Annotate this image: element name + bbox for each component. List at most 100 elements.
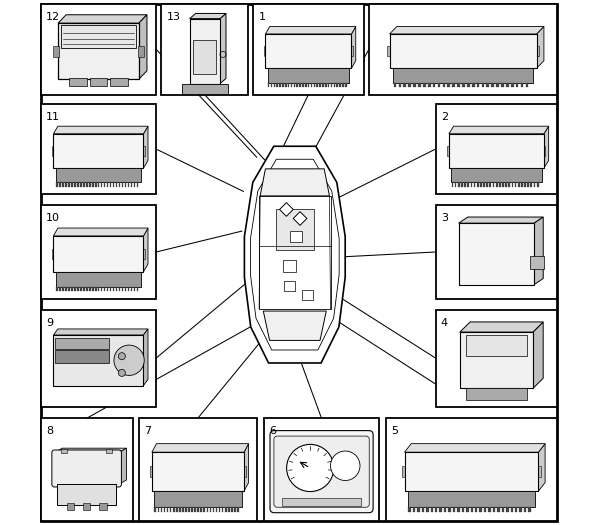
Text: 11: 11: [46, 112, 60, 122]
Circle shape: [118, 353, 126, 360]
Bar: [200, 508, 202, 512]
Bar: [322, 83, 324, 87]
Bar: [472, 83, 475, 87]
Bar: [399, 83, 401, 87]
Bar: [95, 287, 96, 291]
Bar: [138, 46, 144, 57]
Bar: [524, 508, 526, 512]
Bar: [119, 183, 120, 187]
Bar: [387, 46, 395, 56]
Bar: [119, 287, 120, 291]
Bar: [499, 183, 501, 187]
Polygon shape: [244, 444, 249, 491]
Bar: [77, 183, 78, 187]
Bar: [61, 25, 136, 48]
Bar: [417, 508, 420, 512]
Bar: [113, 287, 114, 291]
Polygon shape: [536, 26, 544, 68]
Bar: [161, 4, 248, 94]
Circle shape: [331, 451, 360, 480]
Circle shape: [118, 370, 126, 376]
Bar: [225, 508, 227, 512]
Bar: [86, 287, 87, 291]
Bar: [325, 83, 327, 87]
Bar: [52, 248, 57, 259]
Polygon shape: [53, 329, 148, 335]
Bar: [404, 452, 538, 491]
Bar: [334, 83, 335, 87]
Bar: [56, 287, 57, 291]
Bar: [83, 287, 84, 291]
Bar: [533, 466, 541, 478]
Bar: [185, 508, 187, 512]
Polygon shape: [152, 444, 249, 452]
Bar: [167, 508, 169, 512]
Bar: [462, 508, 464, 512]
Bar: [152, 452, 244, 491]
Bar: [408, 508, 411, 512]
Bar: [459, 223, 534, 285]
Bar: [139, 418, 257, 521]
Polygon shape: [534, 217, 543, 285]
Circle shape: [286, 444, 334, 491]
Bar: [511, 183, 513, 187]
Bar: [457, 83, 460, 87]
Bar: [191, 508, 193, 512]
Bar: [433, 83, 435, 87]
Bar: [466, 335, 527, 356]
Bar: [86, 183, 87, 187]
Polygon shape: [404, 444, 545, 452]
Bar: [477, 183, 478, 187]
Bar: [413, 83, 416, 87]
Bar: [107, 183, 108, 187]
Bar: [477, 83, 480, 87]
Bar: [74, 183, 75, 187]
Bar: [471, 508, 473, 512]
Bar: [176, 508, 178, 512]
Bar: [98, 287, 99, 291]
Bar: [157, 508, 159, 512]
Bar: [65, 183, 66, 187]
Text: 4: 4: [441, 318, 448, 328]
Bar: [92, 183, 93, 187]
Bar: [71, 183, 72, 187]
Bar: [331, 83, 332, 87]
Text: 3: 3: [441, 213, 448, 223]
Bar: [393, 83, 396, 87]
Bar: [423, 83, 426, 87]
Bar: [59, 183, 60, 187]
Bar: [443, 83, 446, 87]
Bar: [41, 104, 156, 194]
FancyBboxPatch shape: [274, 436, 369, 507]
Bar: [484, 508, 486, 512]
Bar: [216, 508, 217, 512]
Polygon shape: [533, 322, 543, 388]
Bar: [438, 83, 440, 87]
Bar: [461, 183, 463, 187]
Bar: [279, 83, 281, 87]
Bar: [431, 508, 433, 512]
Bar: [435, 104, 557, 194]
Polygon shape: [449, 126, 548, 134]
Bar: [55, 350, 109, 363]
Bar: [197, 508, 199, 512]
Bar: [475, 508, 477, 512]
Bar: [68, 183, 69, 187]
Bar: [520, 508, 522, 512]
Bar: [489, 508, 491, 512]
Bar: [68, 287, 69, 291]
Bar: [451, 183, 453, 187]
Bar: [125, 183, 126, 187]
Bar: [92, 287, 93, 291]
Bar: [501, 83, 504, 87]
Bar: [480, 508, 482, 512]
Bar: [413, 508, 415, 512]
Bar: [89, 287, 90, 291]
Bar: [179, 508, 181, 512]
Bar: [502, 183, 504, 187]
Bar: [104, 183, 105, 187]
Bar: [107, 287, 108, 291]
Bar: [508, 183, 510, 187]
Bar: [521, 183, 523, 187]
Bar: [511, 508, 513, 512]
